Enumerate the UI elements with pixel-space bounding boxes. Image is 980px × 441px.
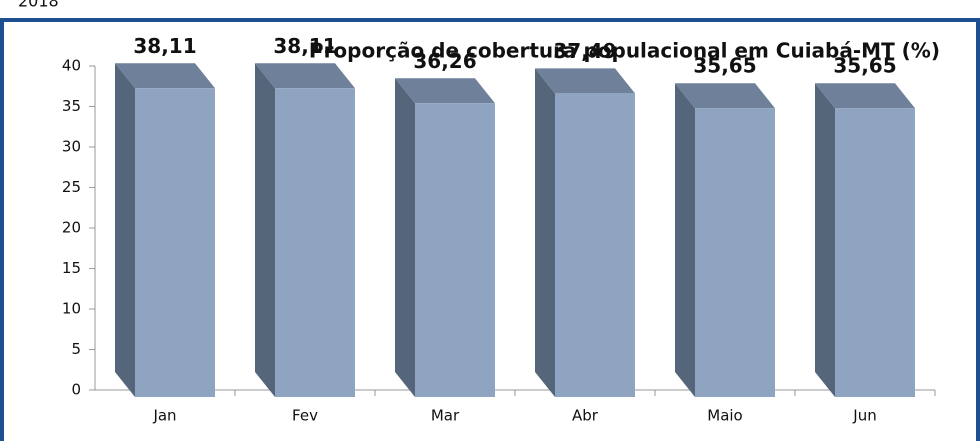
bar [275,88,355,398]
bar-top [815,83,915,109]
bar [135,88,215,398]
y-tick-label: 25 [62,178,81,196]
y-tick-label: 5 [71,340,81,358]
y-tick-label: 35 [62,97,81,115]
bar [835,108,915,398]
x-tick-label: Jan [152,407,176,425]
y-tick-label: 10 [62,300,81,318]
y-tick-label: 40 [62,57,81,75]
bar-top [535,68,635,94]
bar-side [675,83,695,398]
bar-side [255,63,275,398]
bar-side [395,78,415,397]
y-tick-label: 20 [62,219,81,237]
value-label: 35,65 [833,54,896,78]
value-label: 35,65 [693,54,756,78]
value-label: 38,11 [133,34,196,58]
x-tick-label: Mar [431,407,460,425]
bar-side [535,68,555,398]
value-label: 36,26 [413,49,476,73]
bar-top [255,63,355,89]
value-label: 38,11 [273,34,336,58]
bar-side [115,63,135,398]
x-tick-label: Abr [572,407,599,425]
bar-top [115,63,215,89]
x-tick-label: Fev [292,407,318,425]
bar-top [395,78,495,104]
bar-side [815,83,835,398]
bar [415,103,495,397]
y-tick-label: 15 [62,259,81,277]
chart-title: Proporção de cobertura populacional em C… [309,39,940,63]
value-label: 37,49 [553,39,616,63]
bar [555,93,635,398]
bar-top [675,83,775,109]
y-tick-label: 30 [62,138,81,156]
bar [695,108,775,398]
x-tick-label: Maio [707,407,742,425]
year: 2018 [18,0,59,11]
x-tick-label: Jun [852,407,876,425]
y-tick-label: 0 [71,381,81,399]
